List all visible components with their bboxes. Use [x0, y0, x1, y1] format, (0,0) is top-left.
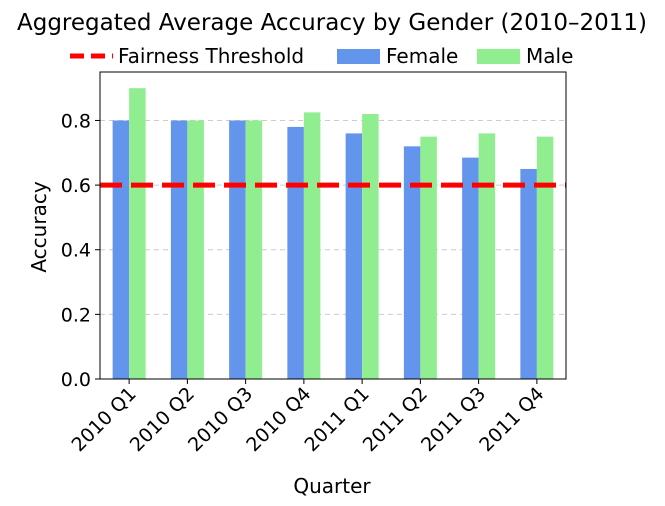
- legend-threshold-label: Fairness Threshold: [118, 44, 304, 68]
- bar-female-2011-q3: [462, 157, 479, 379]
- bar-female-2011-q4: [520, 168, 537, 379]
- bar-female-2010-q2: [170, 120, 188, 379]
- bar-male-2010-q1: [129, 88, 146, 379]
- chart-title: Aggregated Average Accuracy by Gender (2…: [17, 10, 647, 36]
- legend-female-label: Female: [386, 44, 458, 68]
- bar-female-2011-q1: [345, 133, 363, 379]
- y-tick-label: 0.6: [61, 175, 91, 197]
- bar-female-2010-q1: [112, 120, 130, 379]
- legend: Fairness Threshold Female Male: [70, 44, 573, 68]
- x-tick-label: 2011 Q4: [475, 383, 548, 456]
- bar-male-2011-q2: [420, 136, 437, 379]
- bars: [112, 88, 554, 379]
- bar-male-2011-q4: [536, 136, 554, 379]
- bar-male-2010-q2: [187, 120, 204, 379]
- bar-female-2010-q3: [229, 120, 246, 379]
- y-tick-label: 0.2: [61, 304, 91, 326]
- bar-male-2011-q1: [362, 114, 379, 379]
- plot-frame: [99, 71, 567, 380]
- gridlines: [100, 119, 566, 315]
- bar-male-2010-q4: [303, 112, 321, 379]
- bar-male-2011-q3: [478, 133, 496, 379]
- y-tick-label: 0.8: [61, 110, 91, 132]
- legend-female-swatch: [337, 49, 380, 64]
- legend-male-label: Male: [526, 44, 573, 68]
- y-tick-label: 0.0: [61, 369, 91, 391]
- bar-female-2011-q2: [403, 146, 421, 379]
- y-tick-label: 0.4: [61, 240, 91, 262]
- y-axis: 0.0 0.2 0.4 0.6 0.8: [61, 110, 100, 391]
- x-axis-label: Quarter: [293, 474, 371, 498]
- y-axis-label: Accuracy: [27, 181, 51, 272]
- bar-female-2010-q4: [287, 126, 304, 379]
- bar-male-2010-q3: [245, 120, 263, 379]
- legend-male-swatch: [477, 49, 520, 64]
